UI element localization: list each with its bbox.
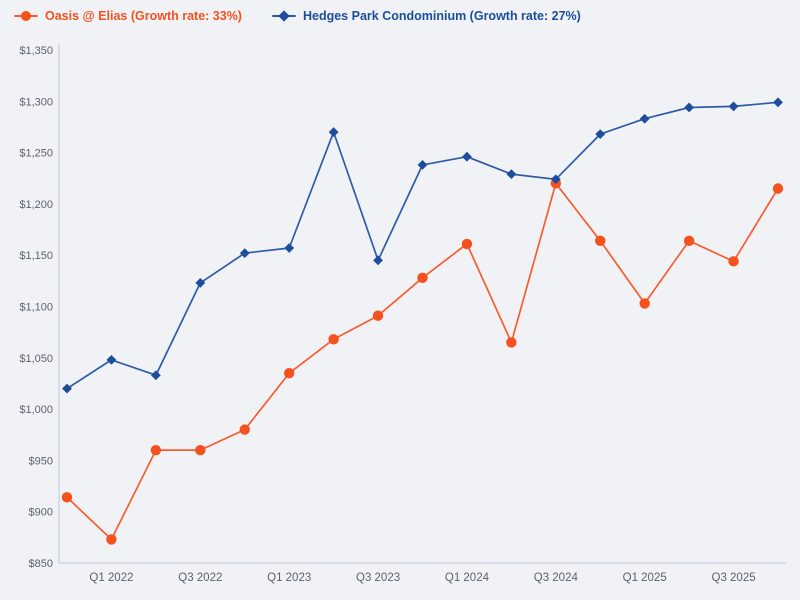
data-point-diamond xyxy=(62,383,72,394)
y-axis-tick-label: $950 xyxy=(29,455,53,467)
data-point-diamond xyxy=(284,243,295,253)
data-point-circle xyxy=(506,337,517,348)
legend-item-label: Hedges Park Condominium (Growth rate: 27… xyxy=(302,9,581,23)
data-point-diamond xyxy=(150,370,161,381)
data-point-circle xyxy=(150,444,162,456)
data-point-diamond xyxy=(506,169,517,180)
data-point-circle xyxy=(728,256,739,267)
x-axis-tick-label: Q3 2022 xyxy=(178,572,222,584)
y-axis-tick-label: $900 xyxy=(29,507,53,519)
data-point-diamond xyxy=(639,113,650,124)
legend-item-oasis[interactable]: Oasis @ Elias (Growth rate: 33%) xyxy=(14,8,242,24)
data-point-circle xyxy=(595,235,606,247)
data-point-diamond xyxy=(684,102,695,113)
y-axis-tick-label: $1,150 xyxy=(19,250,53,262)
x-axis-tick-label: Q1 2024 xyxy=(445,572,490,584)
data-point-diamond xyxy=(728,101,739,112)
data-point-diamond xyxy=(328,127,339,137)
data-point-circle xyxy=(106,534,117,545)
y-axis-tick-label: $1,200 xyxy=(19,199,53,211)
data-point-circle xyxy=(372,310,384,321)
data-point-diamond xyxy=(595,129,606,140)
data-point-diamond xyxy=(773,97,783,108)
data-point-diamond xyxy=(373,255,383,266)
data-point-circle xyxy=(283,367,295,379)
x-axis-tick-label: Q1 2022 xyxy=(89,572,133,584)
y-axis-tick-label: $1,300 xyxy=(19,96,53,108)
x-axis-tick-label: Q3 2024 xyxy=(534,572,579,584)
data-point-diamond xyxy=(239,248,250,259)
data-point-circle xyxy=(417,272,428,283)
data-point-circle xyxy=(195,444,206,456)
series-line-diamond xyxy=(66,101,779,390)
data-point-diamond xyxy=(417,160,428,170)
data-point-circle xyxy=(772,183,784,194)
x-axis-tick-label: Q3 2023 xyxy=(356,572,400,584)
y-axis-tick-label: $850 xyxy=(29,558,53,570)
chart-legend: Oasis @ Elias (Growth rate: 33%) Hedges … xyxy=(14,8,581,24)
y-axis-tick-label: $1,350 xyxy=(19,45,53,57)
data-point-circle xyxy=(239,424,250,435)
x-axis-tick-label: Q3 2025 xyxy=(712,572,756,584)
data-point-circle xyxy=(328,334,339,345)
data-point-circle xyxy=(61,492,73,503)
y-axis-tick-label: $1,050 xyxy=(19,353,53,365)
series-line-circle xyxy=(66,182,779,541)
data-point-diamond xyxy=(195,278,206,288)
data-point-diamond xyxy=(550,174,561,185)
data-point-diamond xyxy=(106,354,117,365)
data-point-circle xyxy=(683,235,695,247)
circle-marker-icon xyxy=(14,10,38,22)
y-axis-tick-label: $1,100 xyxy=(19,302,53,314)
diamond-marker-icon xyxy=(271,10,296,22)
data-point-circle xyxy=(639,298,650,309)
x-axis-tick-label: Q1 2025 xyxy=(623,572,667,584)
legend-item-label: Oasis @ Elias (Growth rate: 33%) xyxy=(45,9,242,23)
data-point-diamond xyxy=(462,151,472,162)
y-axis-tick-label: $1,250 xyxy=(19,148,53,160)
y-axis-tick-label: $1,000 xyxy=(19,404,53,416)
x-axis-tick-label: Q1 2023 xyxy=(267,572,311,584)
legend-item-hedges[interactable]: Hedges Park Condominium (Growth rate: 27… xyxy=(271,8,581,24)
data-point-circle xyxy=(461,238,473,250)
